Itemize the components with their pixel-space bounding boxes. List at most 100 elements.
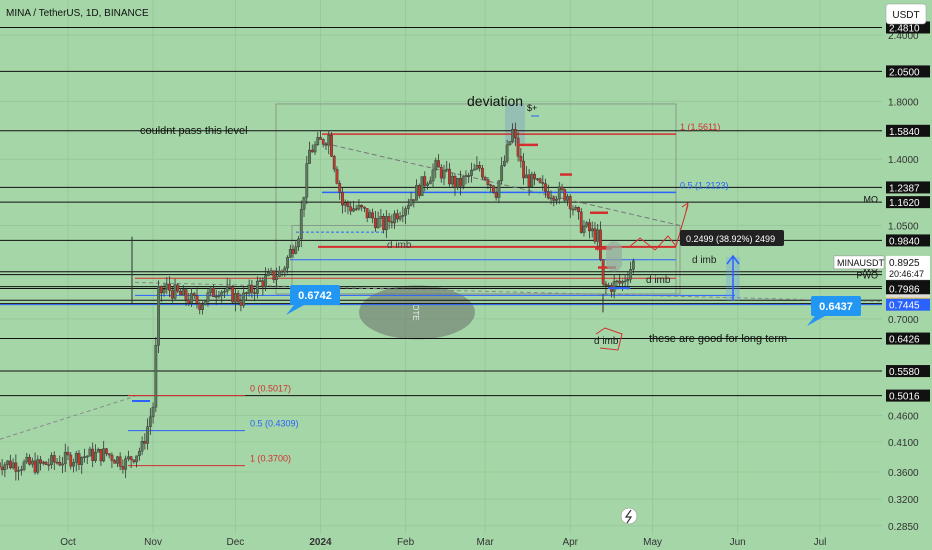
candle-body bbox=[472, 168, 476, 171]
lightning-icon-glyph bbox=[624, 509, 633, 524]
candle-body bbox=[439, 166, 443, 179]
currency-button[interactable] bbox=[885, 3, 927, 25]
price-level-tag bbox=[886, 282, 930, 295]
candle-body bbox=[310, 149, 314, 153]
candle-body bbox=[631, 260, 635, 270]
candle-body bbox=[198, 303, 202, 310]
candle-body bbox=[30, 460, 34, 465]
candle-body bbox=[319, 137, 322, 140]
candle-body bbox=[14, 462, 18, 472]
candle-body bbox=[41, 461, 45, 464]
candle-body bbox=[560, 186, 564, 190]
candle-body bbox=[77, 453, 81, 465]
annotation-couldnt-pass: couldnt pass this level bbox=[140, 125, 248, 137]
candle-body bbox=[601, 259, 605, 285]
candle-body bbox=[283, 267, 287, 273]
candle-body bbox=[437, 160, 440, 168]
candle-body bbox=[330, 135, 333, 157]
candle-body bbox=[508, 141, 512, 145]
candle-body bbox=[494, 192, 498, 198]
price-level-tag bbox=[886, 389, 930, 402]
candle-body bbox=[335, 168, 339, 184]
candle-body bbox=[426, 183, 429, 186]
candle-body bbox=[99, 448, 103, 462]
candle-body bbox=[373, 217, 377, 229]
price-level-tag-text: 0.7445 bbox=[889, 301, 920, 312]
candle-body bbox=[170, 290, 174, 299]
candle-body bbox=[461, 176, 465, 187]
candle-body bbox=[505, 144, 509, 162]
candle-body bbox=[571, 208, 575, 211]
x-tick-label: Jun bbox=[730, 537, 746, 548]
candle-body bbox=[176, 284, 180, 292]
callout-label-box bbox=[290, 285, 340, 305]
candle-body bbox=[365, 208, 369, 219]
candle-body bbox=[0, 462, 1, 468]
candle-body bbox=[288, 249, 292, 258]
candle-body bbox=[456, 177, 460, 188]
fib-level-label: 0.5 (0.4309) bbox=[250, 419, 299, 429]
candle-body bbox=[376, 218, 380, 229]
annotation-deviation: deviation bbox=[467, 93, 523, 109]
candle-body bbox=[453, 175, 457, 188]
candle-body bbox=[151, 406, 155, 418]
candle-body bbox=[412, 199, 416, 201]
candle-body bbox=[299, 208, 303, 240]
y-tick-label: 0.4600 bbox=[888, 412, 919, 423]
candle-body bbox=[313, 144, 317, 153]
price-level-tag-text: 1.2387 bbox=[889, 183, 920, 194]
candle-body bbox=[52, 455, 56, 463]
candle-body bbox=[231, 286, 235, 303]
candle-body bbox=[574, 207, 578, 210]
candle-body bbox=[88, 448, 92, 457]
candle-body bbox=[557, 186, 561, 200]
trendline-support bbox=[134, 281, 881, 302]
y-tick-label: 0.4100 bbox=[888, 438, 919, 449]
candle-body bbox=[269, 270, 273, 273]
candle-body bbox=[22, 461, 26, 470]
ote-label: OTE bbox=[411, 304, 420, 320]
annotation-imbalance: d imb bbox=[646, 275, 671, 286]
candle-body bbox=[286, 257, 289, 269]
candle-body bbox=[341, 192, 344, 206]
candle-body bbox=[522, 160, 525, 179]
candle-body bbox=[623, 280, 627, 283]
candle-body bbox=[423, 176, 427, 186]
candle-body bbox=[255, 280, 259, 294]
candle-body bbox=[116, 456, 119, 464]
candle-body bbox=[39, 459, 42, 464]
y-tick-label: 1.4000 bbox=[888, 155, 919, 166]
candle-body bbox=[590, 228, 594, 232]
candle-body bbox=[593, 228, 597, 242]
candle-body bbox=[459, 177, 462, 187]
countdown-text: 20:46:47 bbox=[889, 269, 924, 279]
candle-body bbox=[124, 458, 128, 470]
candle-body bbox=[264, 275, 268, 288]
y-tick-label: 1.8000 bbox=[888, 97, 919, 108]
fib-level-label: 0.5 (1.2123) bbox=[680, 180, 729, 190]
annotation-liquidity: $+ bbox=[527, 103, 537, 113]
candle-body bbox=[599, 229, 602, 260]
candle-body bbox=[384, 216, 388, 231]
candle-body bbox=[137, 450, 141, 457]
candle-body bbox=[143, 441, 147, 444]
candle-body bbox=[3, 464, 7, 471]
candle-body bbox=[228, 286, 232, 288]
candle-body bbox=[607, 285, 611, 287]
candle-body bbox=[316, 137, 320, 145]
candle-body bbox=[500, 165, 504, 182]
candle-body bbox=[80, 456, 84, 465]
price-level-tag bbox=[886, 21, 930, 34]
candle-body bbox=[179, 290, 182, 296]
candle-body bbox=[55, 461, 59, 464]
price-level-tag-text: 0.9840 bbox=[889, 236, 920, 247]
annotation-imbalance: d imb bbox=[387, 240, 412, 251]
plot-area[interactable] bbox=[0, 0, 882, 534]
candle-body bbox=[513, 128, 517, 139]
candle-body bbox=[302, 196, 306, 210]
candle-body bbox=[544, 183, 547, 192]
candle-body bbox=[516, 137, 520, 157]
lightning-icon[interactable] bbox=[620, 507, 638, 525]
candle-body bbox=[352, 208, 355, 212]
